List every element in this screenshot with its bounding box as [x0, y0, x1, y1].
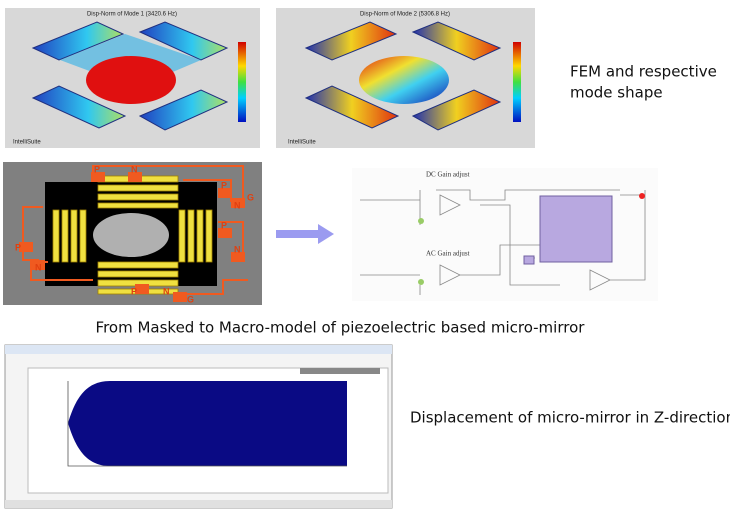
shape	[79, 209, 87, 263]
shape	[97, 270, 179, 278]
mask-label: N	[234, 200, 241, 210]
shape	[97, 184, 179, 192]
mask-label: G	[187, 294, 194, 304]
shape	[218, 188, 232, 198]
mode2-title: Disp-Norm of Mode 2 (5306.8 Hz)	[360, 12, 450, 18]
shape	[360, 189, 620, 215]
shape	[238, 42, 246, 122]
shape	[639, 193, 645, 199]
shape	[70, 209, 78, 263]
arrow	[276, 224, 334, 244]
shape	[31, 85, 127, 129]
shape	[91, 172, 105, 182]
mask-label: N	[35, 262, 42, 272]
shape	[359, 56, 449, 104]
shape	[205, 209, 213, 263]
mode2-brand: IntelliSuite	[288, 140, 316, 146]
shape	[97, 193, 179, 201]
mask-label: G	[247, 192, 254, 202]
mask-label: N	[131, 164, 138, 174]
shape	[589, 190, 646, 291]
shape	[187, 209, 195, 263]
mask-label: P	[94, 164, 100, 174]
shape	[19, 242, 33, 252]
shape	[183, 279, 248, 295]
shape	[138, 21, 229, 61]
circuit: DC Gain adjust AC Gain adjust	[352, 168, 658, 301]
shape	[61, 209, 69, 263]
shape	[418, 279, 424, 285]
fem-caption: FEM and respective	[570, 63, 717, 81]
mask-label: P	[221, 180, 227, 190]
shape	[300, 368, 380, 374]
mask-label: P	[221, 220, 227, 230]
dc-gain-label: DC Gain adjust	[426, 171, 470, 179]
shape	[411, 21, 502, 61]
shape	[231, 252, 245, 262]
fem-caption: mode shape	[570, 84, 663, 102]
shape	[231, 198, 245, 208]
shape	[67, 381, 347, 467]
mode1-panel: Disp-Norm of Mode 1 (3420.6 Hz) IntelliS…	[5, 8, 260, 148]
shape	[86, 56, 176, 104]
shape	[97, 261, 179, 269]
shape	[411, 89, 502, 131]
shape	[128, 172, 142, 182]
shape	[418, 218, 424, 224]
shape	[31, 21, 125, 61]
shape	[31, 260, 45, 270]
macro-caption: From Masked to Macro-model of piezoelect…	[96, 319, 586, 337]
shape	[178, 209, 186, 263]
shape	[173, 292, 187, 302]
shape	[68, 381, 347, 466]
mask-label: N	[234, 244, 241, 254]
shape	[523, 255, 535, 265]
mask-label: N	[163, 286, 170, 296]
shape	[218, 221, 244, 262]
shape	[92, 165, 244, 200]
shape	[135, 284, 149, 294]
mask-label: P	[131, 286, 137, 296]
shape	[5, 345, 392, 354]
shape	[513, 42, 521, 122]
shape	[138, 89, 229, 131]
shape	[360, 244, 540, 286]
shape	[196, 209, 204, 263]
shape	[304, 85, 400, 129]
shape	[539, 195, 613, 263]
mode2-panel: Disp-Norm of Mode 2 (5306.8 Hz) IntelliS…	[276, 8, 535, 148]
mask-label: P	[15, 242, 21, 252]
simulation-window	[4, 344, 393, 509]
shape	[218, 228, 232, 238]
mode1-brand: IntelliSuite	[13, 140, 41, 146]
shape	[93, 213, 169, 257]
shape	[304, 21, 398, 61]
group	[19, 172, 245, 302]
ac-gain-label: AC Gain adjust	[426, 250, 470, 258]
shape	[52, 209, 60, 263]
shape	[5, 500, 392, 508]
shape	[97, 202, 179, 209]
mode1-title: Disp-Norm of Mode 1 (3420.6 Hz)	[87, 12, 177, 18]
simulation-caption: Displacement of micro-mirror in Z-direct…	[410, 409, 730, 427]
